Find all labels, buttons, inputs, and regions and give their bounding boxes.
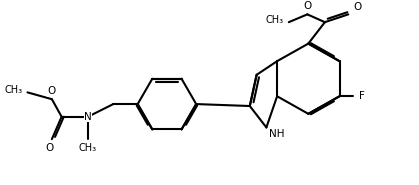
Text: NH: NH xyxy=(269,130,285,139)
Text: O: O xyxy=(46,143,54,153)
Text: F: F xyxy=(359,91,365,101)
Text: N: N xyxy=(84,112,92,122)
Text: CH₃: CH₃ xyxy=(79,143,97,153)
Text: O: O xyxy=(353,2,362,12)
Text: CH₃: CH₃ xyxy=(5,85,23,95)
Text: O: O xyxy=(48,86,56,96)
Text: CH₃: CH₃ xyxy=(266,15,284,25)
Text: O: O xyxy=(303,1,311,11)
